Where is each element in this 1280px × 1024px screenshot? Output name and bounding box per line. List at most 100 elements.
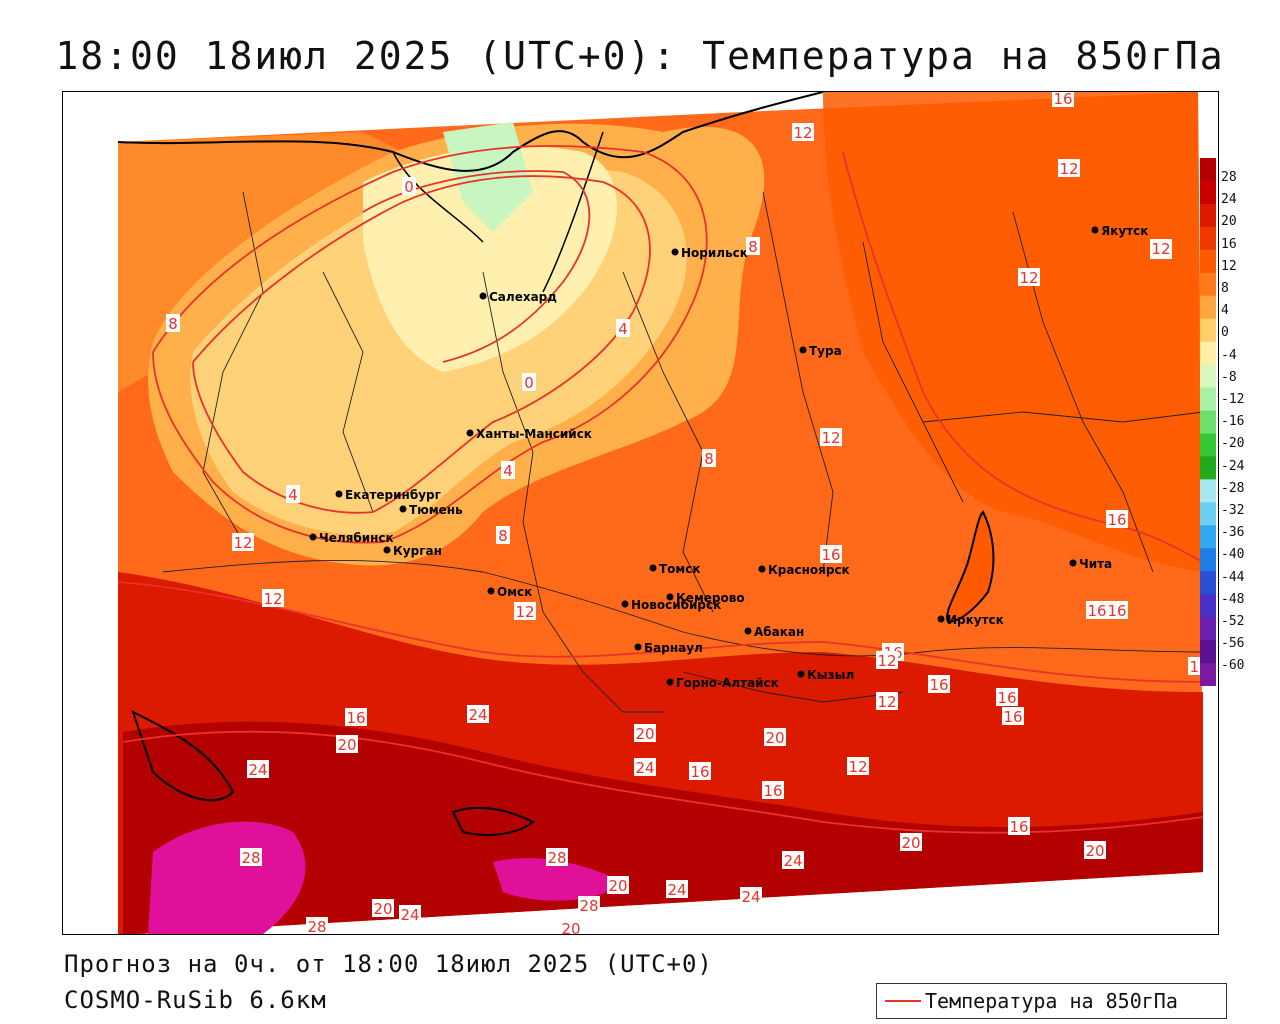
isotherm-value-label: 20 xyxy=(607,876,629,895)
colorbar-swatch xyxy=(1200,502,1216,526)
colorbar-swatch xyxy=(1200,158,1216,182)
colorbar-tick-label: 24 xyxy=(1221,192,1237,208)
lake-baikal xyxy=(946,510,995,624)
isotherm-value-label: 16 xyxy=(1052,92,1074,108)
city-label: Омск xyxy=(497,585,532,599)
label-box xyxy=(336,735,358,753)
label-text: 16 xyxy=(821,546,840,564)
colorbar-swatch xyxy=(1200,433,1216,457)
isotherm-value-label: 12 xyxy=(847,757,869,776)
label-box xyxy=(402,177,416,195)
coastline xyxy=(117,92,824,172)
colorbar-swatch xyxy=(1200,617,1216,641)
isotherm-value-label: 8 xyxy=(496,526,510,545)
isotherm-value-label: 16 xyxy=(762,781,784,800)
model-name: COSMO-RuSib 6.6км xyxy=(64,986,327,1014)
colorbar-tick-label: 28 xyxy=(1221,170,1237,185)
label-text: 28 xyxy=(241,849,260,867)
isotherm-value-label: 24 xyxy=(666,880,688,899)
city-marker xyxy=(649,564,657,572)
label-text: 8 xyxy=(498,527,508,545)
label-text: 4 xyxy=(503,462,513,480)
label-text: 4 xyxy=(288,486,298,504)
city-marker xyxy=(666,678,674,686)
label-box xyxy=(689,762,711,780)
label-box xyxy=(501,461,515,479)
label-box xyxy=(1002,707,1024,725)
label-box xyxy=(928,675,950,693)
city-label: Кызыл xyxy=(807,668,854,682)
isotherm-value-label: 8 xyxy=(746,237,760,256)
label-text: 20 xyxy=(765,729,784,747)
colorbar-tick-label: -32 xyxy=(1221,503,1245,518)
label-box xyxy=(847,757,869,775)
colorbar-tick-label: -40 xyxy=(1221,547,1245,563)
label-text: 12 xyxy=(877,693,896,711)
city-marker xyxy=(744,627,752,635)
label-box xyxy=(372,899,394,917)
colorbar-tick-label: -52 xyxy=(1221,614,1245,629)
label-box xyxy=(876,651,898,669)
label-box xyxy=(166,314,180,332)
city-marker xyxy=(758,565,766,573)
label-text: 16 xyxy=(763,782,782,800)
city-marker xyxy=(1069,559,1077,567)
colorbar-tick-label: -16 xyxy=(1221,414,1245,430)
label-box xyxy=(634,758,656,776)
isotherm-value-label: 4 xyxy=(286,485,300,504)
city-marker xyxy=(797,670,805,678)
label-text: 12 xyxy=(233,534,252,552)
label-text: 16 xyxy=(346,709,365,727)
region-east-red xyxy=(823,92,1203,572)
label-box xyxy=(702,449,716,467)
label-text: 8 xyxy=(748,238,758,256)
isotherm-value-label: 8 xyxy=(166,314,180,333)
colorbar-svg xyxy=(1200,158,1216,687)
label-box xyxy=(345,708,367,726)
label-box xyxy=(792,123,814,141)
label-text: 8 xyxy=(704,450,714,468)
city-marker xyxy=(1091,226,1099,234)
city-label: Красноярск xyxy=(768,563,850,577)
isotherm-value-label: 28 xyxy=(306,917,328,934)
city-label: Якутск xyxy=(1101,224,1148,238)
label-text: 0 xyxy=(524,374,534,392)
isotherm-value-label: 24 xyxy=(467,705,489,724)
label-text: 24 xyxy=(400,906,419,924)
label-text: 12 xyxy=(1019,269,1038,287)
isotherm-value-label: 12 xyxy=(1150,239,1172,258)
label-box xyxy=(764,728,786,746)
isotherm-value-label: 16 xyxy=(1106,510,1128,529)
label-text: 24 xyxy=(783,852,802,870)
label-text: 20 xyxy=(608,877,627,895)
isotherm-value-label: 4 xyxy=(616,319,630,338)
colorbar-tick-label: 12 xyxy=(1221,258,1237,274)
label-box xyxy=(546,848,568,866)
city-marker xyxy=(399,505,407,513)
isotherm-value-label: 28 xyxy=(578,896,600,915)
label-box xyxy=(1084,841,1106,859)
city-label: Тюмень xyxy=(409,503,463,517)
colorbar-swatch xyxy=(1200,410,1216,434)
colorbar-tick-label: -44 xyxy=(1221,569,1245,585)
label-text: 12 xyxy=(263,590,282,608)
label-text: 20 xyxy=(561,920,580,934)
label-box xyxy=(262,589,284,607)
label-text: 16 xyxy=(690,763,709,781)
city-label: Иркутск xyxy=(947,613,1004,627)
colorbar-swatch xyxy=(1200,203,1216,228)
label-text: 24 xyxy=(741,888,760,906)
label-text: 0 xyxy=(404,178,414,196)
isotherm-value-label: 20 xyxy=(764,728,786,747)
label-text: 12 xyxy=(1151,240,1170,258)
label-box xyxy=(634,724,656,742)
label-box xyxy=(467,705,489,723)
label-text: 16 xyxy=(1003,708,1022,726)
city-marker xyxy=(634,643,642,651)
label-box xyxy=(1106,510,1128,528)
isotherm-value-label: 12 xyxy=(1058,159,1080,178)
label-text: 20 xyxy=(1085,842,1104,860)
city-label: Чита xyxy=(1079,557,1112,571)
colorbar-tick-label: -12 xyxy=(1221,392,1245,407)
isotherm-value-label: 16 xyxy=(1002,707,1024,726)
